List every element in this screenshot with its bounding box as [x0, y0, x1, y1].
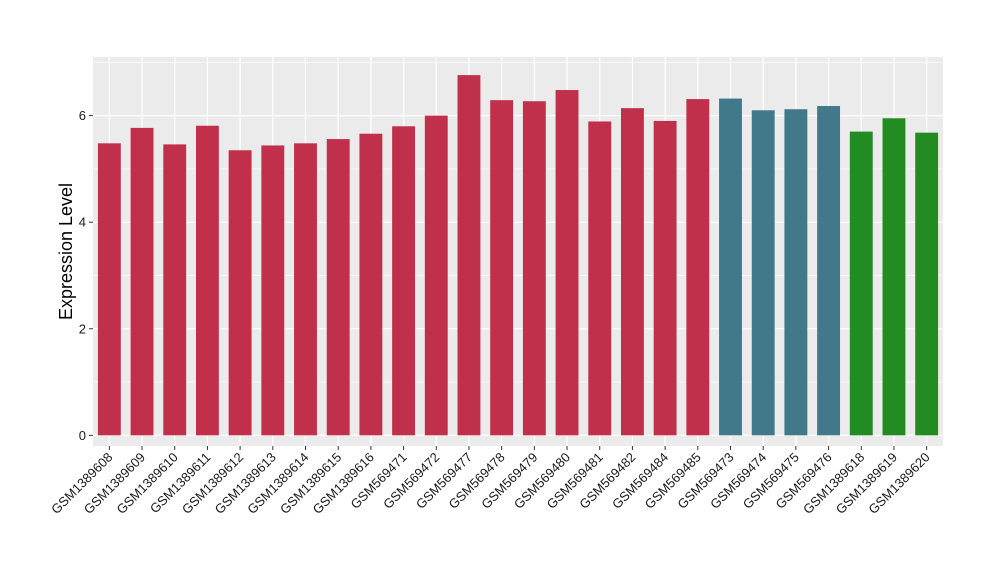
bar-gsm569474: [751, 110, 775, 436]
bar-gsm569485: [686, 99, 710, 436]
y-tick-label: 2: [79, 321, 86, 336]
bar-gsm1389619: [882, 118, 906, 436]
bar-gsm569480: [555, 90, 579, 436]
bar-gsm1389611: [195, 125, 219, 436]
y-tick-label: 0: [79, 428, 86, 443]
bar-gsm1389618: [849, 131, 873, 436]
bar-gsm569481: [588, 121, 612, 436]
bar-gsm1389620: [915, 132, 939, 436]
bar-gsm569476: [817, 106, 841, 436]
bar-gsm569484: [653, 120, 677, 436]
y-axis: 0 2 4 6: [79, 108, 93, 443]
bar-gsm1389608: [97, 143, 121, 436]
x-axis: GSM1389608GSM1389609GSM1389610GSM1389611…: [48, 446, 933, 517]
bar-gsm1389613: [261, 145, 285, 436]
bar-gsm1389614: [294, 143, 317, 436]
bar-gsm569478: [490, 100, 514, 436]
y-tick-label: 6: [79, 108, 86, 123]
bar-gsm569472: [424, 115, 448, 436]
y-axis-title: Expression Level: [56, 183, 76, 320]
bar-gsm569482: [620, 108, 644, 436]
y-tick-label: 4: [79, 215, 86, 230]
bar-gsm1389616: [359, 133, 383, 436]
bar-gsm569477: [457, 75, 481, 436]
bar-gsm1389615: [326, 139, 350, 436]
bar-gsm1389610: [163, 144, 187, 436]
bar-gsm569471: [392, 126, 416, 436]
bar-gsm1389609: [130, 127, 154, 436]
bar-gsm569479: [522, 101, 546, 436]
bar-gsm1389612: [228, 150, 252, 436]
bars-group: [97, 75, 939, 436]
bar-gsm569473: [719, 98, 742, 436]
bar-gsm569475: [784, 109, 808, 436]
